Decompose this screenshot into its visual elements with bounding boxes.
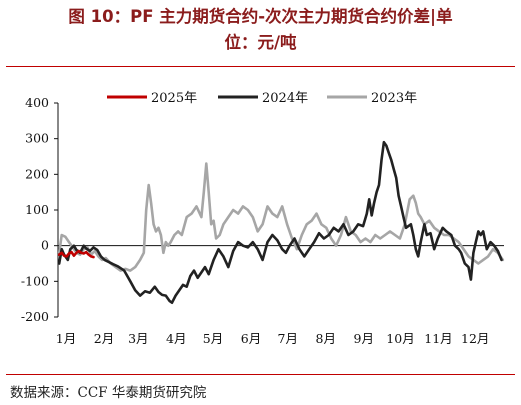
series-line-2025年 — [57, 249, 95, 259]
series-line-2023年 — [57, 162, 505, 272]
figure-title: 图 10：PF 主力期货合约-次次主力期货合约价差|单 位：元/吨 — [0, 4, 521, 56]
y-tick-label: 400 — [25, 95, 49, 110]
y-tick-label: 300 — [25, 131, 49, 146]
y-tick-label: -100 — [21, 273, 49, 288]
x-tick-label: 7月 — [278, 331, 298, 346]
source-note: 数据来源：CCF 华泰期货研究院 — [10, 385, 207, 401]
x-tick-label: 5月 — [203, 331, 223, 346]
x-tick-label: 2月 — [94, 331, 114, 346]
x-tick-label: 12月 — [461, 331, 489, 346]
x-tick-label: 8月 — [316, 331, 336, 346]
x-tick-label: 11月 — [424, 331, 452, 346]
x-tick-label: 4月 — [166, 331, 186, 346]
legend-label: 2023年 — [371, 91, 417, 106]
y-tick-label: 0 — [41, 238, 49, 253]
x-tick-label: 9月 — [354, 331, 374, 346]
x-tick-label: 6月 — [241, 331, 261, 346]
bottom-rule — [6, 374, 515, 375]
figure-title-line2: 位：元/吨 — [224, 33, 297, 52]
x-tick-label: 10月 — [386, 331, 414, 346]
series-line-2024年 — [57, 140, 503, 304]
x-tick-label: 1月 — [56, 331, 76, 346]
y-tick-label: 100 — [25, 202, 49, 217]
legend-label: 2024年 — [262, 91, 308, 106]
figure-title-line1: 图 10：PF 主力期货合约-次次主力期货合约价差|单 — [68, 7, 453, 26]
y-tick-label: 200 — [25, 166, 49, 181]
y-tick-label: -200 — [21, 309, 49, 324]
x-tick-label: 3月 — [128, 331, 148, 346]
legend-label: 2025年 — [151, 91, 197, 106]
top-rule — [6, 66, 515, 67]
